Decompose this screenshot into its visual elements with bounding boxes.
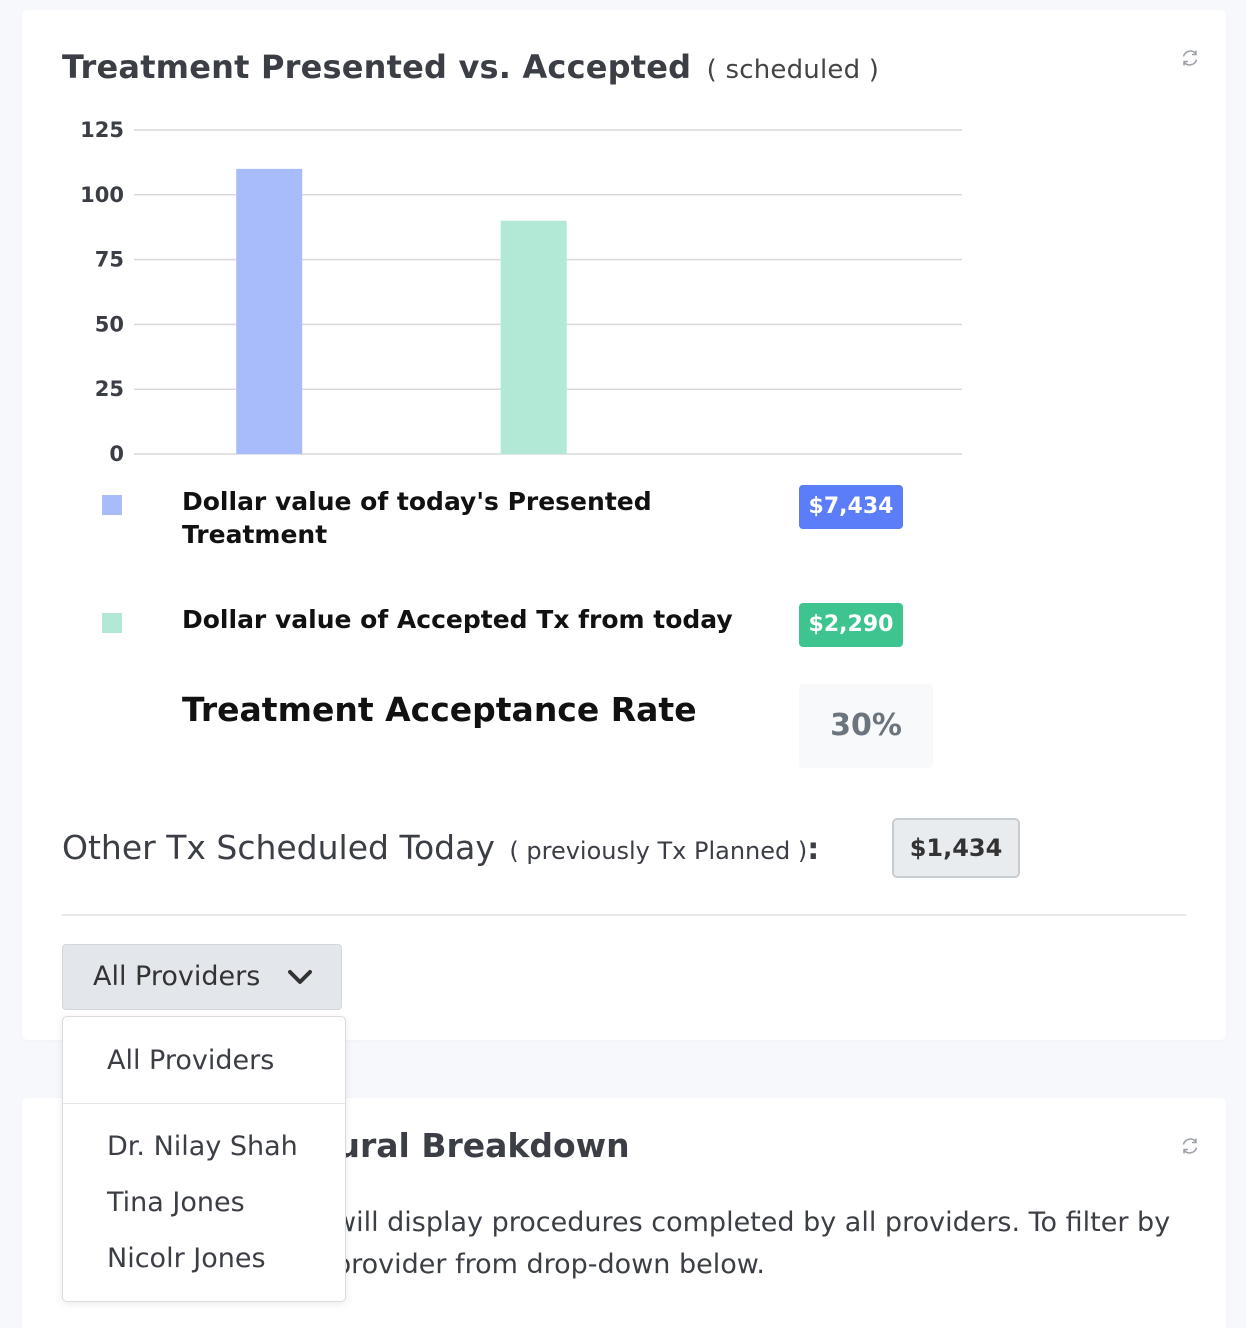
legend-label-accepted: Dollar value of Accepted Tx from today — [182, 605, 733, 634]
refresh-icon[interactable] — [1180, 48, 1200, 68]
legend-swatch-accepted — [102, 613, 122, 633]
presented-value-badge: $7,434 — [799, 485, 903, 529]
legend-row-presented: Dollar value of today's Presented Treatm… — [102, 485, 932, 565]
y-tick-label: 50 — [95, 312, 124, 336]
card2-line2: provider from drop-down below. — [334, 1249, 765, 1280]
provider-dropdown-menu: All Providers Dr. Nilay Shah Tina Jones … — [62, 1016, 346, 1302]
refresh-icon[interactable] — [1180, 1136, 1200, 1156]
y-tick-label: 100 — [80, 183, 124, 207]
card2-title-text: ural Breakdown — [336, 1126, 630, 1165]
menu-item-provider[interactable]: Nicolr Jones — [107, 1243, 266, 1274]
bar[interactable] — [500, 220, 567, 454]
menu-item-provider[interactable]: Dr. Nilay Shah — [107, 1131, 298, 1162]
y-tick-label: 0 — [109, 442, 124, 466]
menu-divider — [63, 1103, 345, 1104]
other-tx-text: Other Tx Scheduled Today — [62, 828, 495, 867]
y-tick-label: 125 — [80, 118, 124, 142]
bar[interactable] — [236, 168, 303, 454]
menu-item-all-providers[interactable]: All Providers — [107, 1045, 275, 1076]
other-tx-value-badge: $1,434 — [892, 818, 1020, 878]
acceptance-rate-value: 30% — [799, 684, 933, 768]
y-tick-label: 75 — [95, 248, 124, 272]
accepted-value-badge: $2,290 — [799, 603, 903, 647]
other-tx-label: Other Tx Scheduled Today ( previously Tx… — [62, 828, 819, 867]
card-title-text: Treatment Presented vs. Accepted — [62, 48, 692, 86]
y-tick-label: 25 — [95, 377, 124, 401]
card2-description: will display procedures completed by all… — [62, 1202, 1192, 1286]
divider — [62, 914, 1186, 916]
legend-label-presented: Dollar value of today's Presented Treatm… — [182, 487, 652, 549]
treatment-card: Treatment Presented vs. Accepted ( sched… — [22, 10, 1226, 1040]
menu-item-provider[interactable]: Tina Jones — [107, 1187, 245, 1218]
acceptance-rate-label: Treatment Acceptance Rate — [182, 690, 697, 729]
other-tx-colon: : — [807, 832, 820, 867]
provider-dropdown-button[interactable]: All Providers — [62, 944, 342, 1010]
provider-dropdown-label: All Providers — [93, 961, 261, 992]
other-tx-sub: ( previously Tx Planned ) — [509, 837, 808, 865]
card-title: Treatment Presented vs. Accepted ( sched… — [62, 48, 879, 86]
chevron-down-icon — [288, 970, 312, 984]
card2-line1: will display procedures completed by all… — [334, 1207, 1171, 1238]
card-subtitle: ( scheduled ) — [706, 55, 880, 85]
legend-swatch-presented — [102, 495, 122, 515]
legend-row-accepted: Dollar value of Accepted Tx from today $… — [102, 603, 932, 653]
bar-chart: 0 25 50 75 100 125 — [80, 118, 962, 466]
